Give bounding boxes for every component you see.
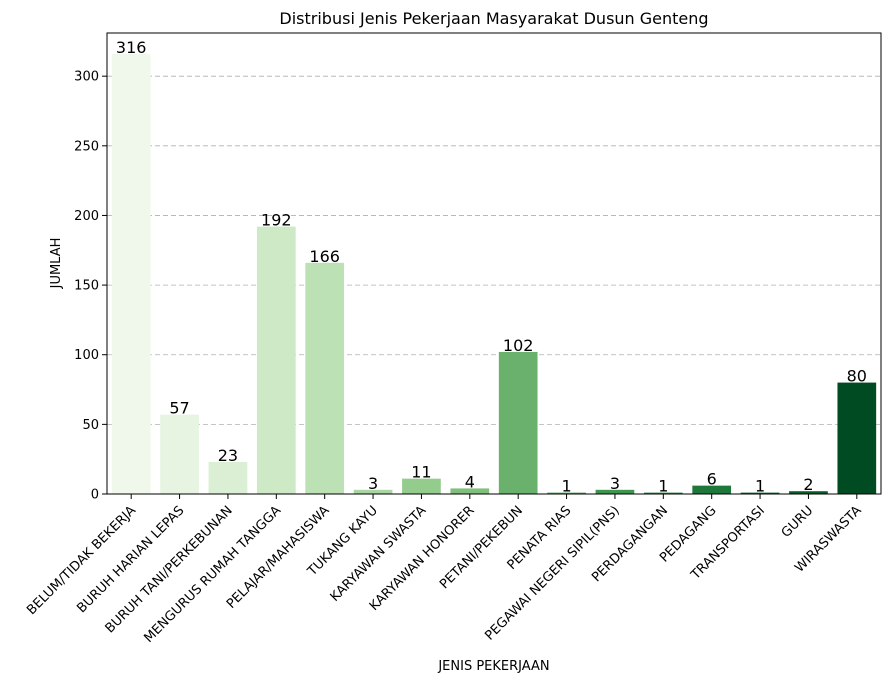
data-label-15: 80 bbox=[847, 367, 867, 386]
y-tick-label-250: 250 bbox=[74, 139, 99, 154]
data-label-12: 6 bbox=[707, 470, 717, 489]
x-axis-label: JENIS PEKERJAAN bbox=[437, 659, 549, 674]
data-label-10: 3 bbox=[610, 474, 620, 493]
bar-11 bbox=[643, 492, 683, 494]
y-tick-label-150: 150 bbox=[74, 279, 99, 294]
bar-10 bbox=[595, 489, 635, 494]
bar-7 bbox=[450, 488, 490, 494]
y-tick-label-300: 300 bbox=[74, 70, 99, 85]
data-label-6: 11 bbox=[411, 463, 431, 482]
data-label-2: 23 bbox=[218, 446, 238, 465]
data-label-0: 316 bbox=[116, 38, 147, 57]
bar-2 bbox=[208, 461, 248, 494]
bar-13 bbox=[740, 492, 780, 494]
bar-12 bbox=[692, 485, 732, 494]
data-label-14: 2 bbox=[803, 475, 813, 494]
gridlines bbox=[107, 75, 881, 495]
bar-8 bbox=[498, 351, 538, 494]
bar-15 bbox=[837, 382, 877, 494]
bar-1 bbox=[160, 414, 199, 494]
bar-4 bbox=[305, 262, 345, 494]
y-tick-label-50: 50 bbox=[82, 418, 99, 433]
y-axis-ticks: 0 50 100 150 200 250 300 bbox=[74, 70, 107, 503]
bar-14 bbox=[789, 491, 828, 494]
y-tick-label-0: 0 bbox=[91, 488, 99, 503]
y-axis-label: JUMLAH bbox=[49, 238, 64, 290]
data-label-9: 1 bbox=[561, 477, 571, 496]
x-tick-label-6: KARYAWAN SWASTA bbox=[328, 503, 430, 605]
bar-3 bbox=[256, 226, 296, 494]
data-label-3: 192 bbox=[261, 211, 292, 230]
y-tick-label-200: 200 bbox=[74, 209, 99, 224]
data-label-7: 4 bbox=[465, 472, 475, 491]
plot-frame bbox=[106, 32, 882, 495]
x-tick-label-14: GURU bbox=[779, 503, 817, 541]
data-label-8: 102 bbox=[503, 336, 534, 355]
y-tick-label-100: 100 bbox=[74, 348, 99, 363]
data-label-5: 3 bbox=[368, 474, 378, 493]
chart-title: Distribusi Jenis Pekerjaan Masyarakat Du… bbox=[279, 9, 708, 28]
data-label-13: 1 bbox=[755, 477, 765, 496]
bar-9 bbox=[547, 492, 586, 494]
bar-0 bbox=[111, 53, 151, 495]
data-label-4: 166 bbox=[309, 247, 340, 266]
bar-5 bbox=[353, 489, 393, 494]
bar-6 bbox=[402, 478, 441, 494]
data-label-11: 1 bbox=[658, 477, 668, 496]
x-tick-label-8: PETANI/PEKEBUN bbox=[437, 503, 526, 592]
bars bbox=[111, 53, 877, 495]
data-label-1: 57 bbox=[169, 399, 189, 418]
